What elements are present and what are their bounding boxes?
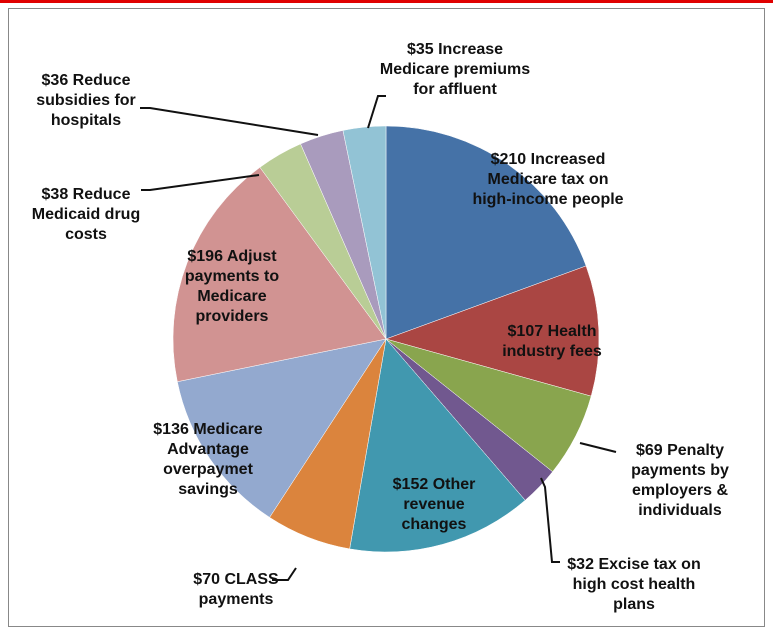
leader-line [272,567,297,581]
value-label: $38 [41,186,69,203]
value-label: $107 [507,323,544,340]
data-label: $69 Penalty payments by employers & indi… [615,441,745,521]
pie-slice [385,265,600,397]
value-label: $36 [41,72,69,89]
value-label: $136 [153,421,189,438]
data-label: $136 Medicare Advantage overpaymet savin… [133,420,283,500]
top-bar [0,0,773,3]
data-label: $38 Reduce Medicaid drug costs [11,185,161,245]
category-label: Excise tax on high cost health plans [572,556,701,613]
data-label: $196 Adjust payments to Medicare provide… [162,247,302,327]
category-label: Increase Medicare premiums for affluent [379,41,531,98]
leader-line [540,477,560,563]
category-label: Adjust payments to Medicare providers [184,248,280,325]
leader-line [141,174,260,191]
pie-slice [349,338,526,553]
pie-slice [177,338,387,518]
pie-slice [172,166,387,383]
leader-line [140,107,319,136]
value-label: $196 [187,248,223,265]
data-label: $35 Increase Medicare premiums for afflu… [375,40,535,100]
category-label: Reduce subsidies for hospitals [36,72,136,129]
data-label: $32 Excise tax on high cost health plans [559,555,709,615]
data-label: $152 Other revenue changes [379,475,489,535]
leader-line [579,442,617,453]
leader-line [367,95,386,129]
value-label: $152 [392,476,429,493]
value-label: $69 [635,442,663,459]
data-label: $70 CLASS payments [176,570,296,610]
value-label: $70 [193,571,220,588]
data-label: $210 Increased Medicare tax on high-inco… [468,150,628,210]
data-label: $107 Health industry fees [492,322,612,362]
value-label: $35 [406,41,434,58]
data-label: $36 Reduce subsidies for hospitals [11,71,161,131]
pie-slice [342,125,387,340]
pie-slice [385,125,587,340]
category-label: Penalty payments by employers & individu… [631,442,729,519]
category-label: Medicare Advantage overpaymet savings [163,421,263,498]
category-label: CLASS payments [198,571,279,608]
value-label: $210 [490,151,527,168]
category-label: Health industry fees [502,323,602,360]
value-label: $32 [567,556,594,573]
category-label: Reduce Medicaid drug costs [31,186,141,243]
category-label: Increased Medicare tax on high-income pe… [472,151,624,208]
category-label: Other revenue changes [401,476,476,533]
